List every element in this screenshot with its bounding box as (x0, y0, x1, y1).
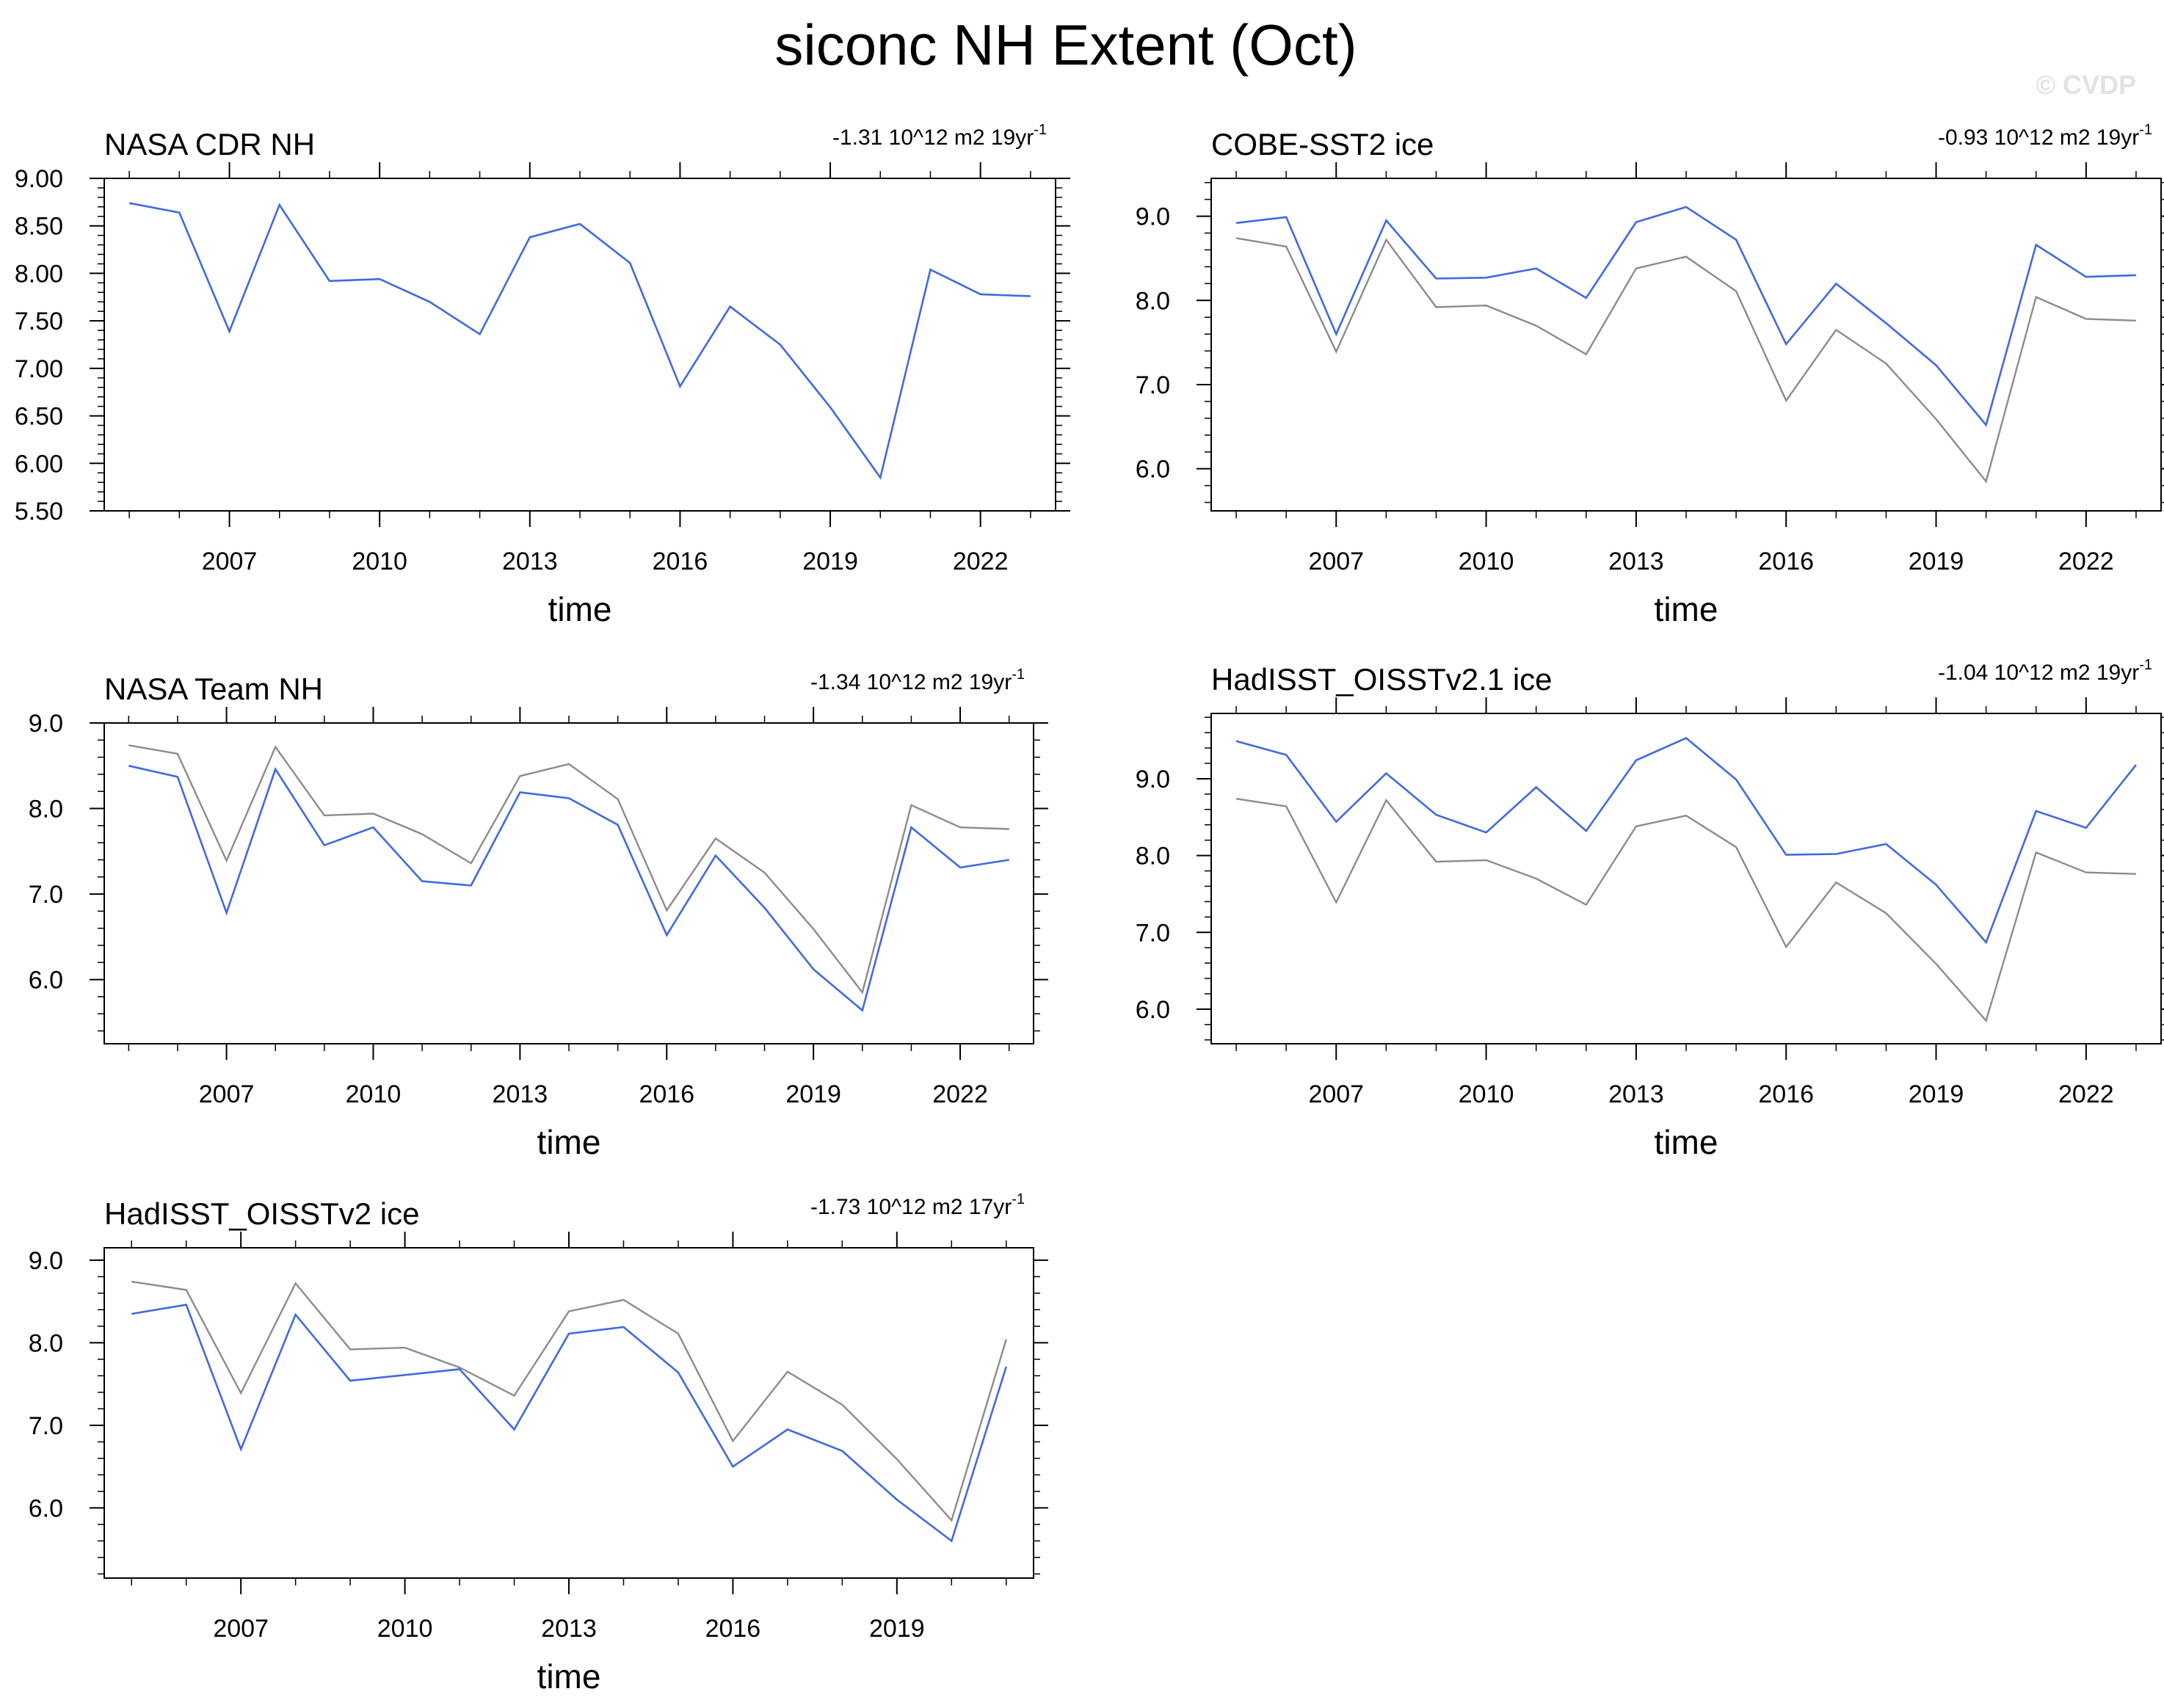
y-tick-label: 8.0 (1136, 843, 1170, 871)
watermark: © CVDP (2036, 70, 2136, 100)
y-tick-label: 8.0 (29, 1329, 63, 1357)
y-tick-label: 6.0 (1136, 456, 1170, 484)
x-tick-label: 2019 (1909, 548, 1964, 575)
trend-label: -1.34 10^12 m2 19yr-1 (810, 666, 1025, 694)
panel-title: NASA CDR NH (104, 127, 315, 161)
y-tick-label: 7.00 (15, 355, 63, 383)
x-axis-label: time (537, 1123, 601, 1161)
panel-title: HadISST_OISSTv2.1 ice (1211, 662, 1553, 697)
trend-exponent: -1 (2139, 122, 2152, 138)
y-tick-label: 9.0 (1136, 766, 1170, 793)
trend-text: -1.73 10^12 m2 17yr (810, 1195, 1012, 1219)
x-tick-label: 2022 (953, 548, 1009, 575)
x-tick-label: 2010 (1459, 548, 1514, 575)
x-axis-label: time (1655, 1123, 1718, 1161)
x-tick-label: 2013 (541, 1615, 597, 1643)
x-tick-label: 2019 (1909, 1080, 1964, 1108)
x-tick-label: 2022 (2058, 548, 2114, 575)
y-tick-label: 9.0 (29, 710, 63, 738)
x-tick-label: 2010 (1459, 1080, 1514, 1108)
x-axis-label: time (1655, 590, 1718, 628)
x-tick-label: 2007 (1308, 1080, 1364, 1108)
trend-label: -1.73 10^12 m2 17yr-1 (810, 1191, 1025, 1219)
x-tick-label: 2019 (785, 1080, 841, 1108)
trend-exponent: -1 (1034, 122, 1047, 138)
trend-exponent: -1 (2139, 657, 2152, 673)
y-tick-label: 7.50 (15, 308, 63, 335)
x-tick-label: 2010 (346, 1080, 402, 1108)
trend-text: -0.93 10^12 m2 19yr (1938, 126, 2139, 150)
y-tick-label: 8.50 (15, 213, 63, 241)
trend-label: -1.04 10^12 m2 19yr-1 (1938, 657, 2152, 685)
x-tick-label: 2016 (653, 548, 708, 575)
x-tick-label: 2019 (802, 548, 858, 575)
observed-series-line (1235, 736, 2137, 945)
x-tick-label: 2010 (377, 1615, 433, 1643)
y-tick-label: 7.0 (29, 881, 63, 909)
reference-series-line (1235, 237, 2136, 484)
chart-panel: HadISST_OISSTv2 ice -1.73 10^12 m2 17yr-1… (29, 1191, 1048, 1696)
trend-text: -1.04 10^12 m2 19yr (1938, 661, 2139, 685)
x-tick-label: 2022 (932, 1080, 988, 1108)
x-tick-label: 2013 (1608, 548, 1664, 575)
x-tick-label: 2007 (1308, 548, 1364, 575)
y-tick-label: 9.0 (29, 1247, 63, 1275)
plot-frame (1210, 178, 2162, 512)
x-tick-label: 2016 (705, 1615, 761, 1643)
x-tick-label: 2013 (502, 548, 558, 575)
y-tick-label: 6.50 (15, 403, 63, 431)
y-tick-label: 9.0 (1136, 203, 1170, 231)
trend-exponent: -1 (1012, 1191, 1025, 1207)
trend-text: -1.31 10^12 m2 19yr (832, 126, 1034, 150)
trend-exponent: -1 (1012, 666, 1025, 683)
y-tick-label: 8.0 (29, 796, 63, 824)
plot-frame (104, 722, 1034, 1044)
y-tick-label: 9.00 (15, 165, 63, 193)
y-tick-label: 7.0 (29, 1412, 63, 1440)
reference-series-line (131, 1280, 1007, 1522)
reference-series-line (1235, 798, 2136, 1023)
x-tick-label: 2010 (352, 548, 407, 575)
chart-panel: COBE-SST2 ice -0.93 10^12 m2 19yr-1 6.0 7.0… (1136, 122, 2164, 628)
x-tick-label: 2007 (213, 1615, 269, 1643)
figure-title: siconc NH Extent (Oct) (774, 12, 1357, 77)
x-tick-label: 2013 (493, 1080, 548, 1108)
trend-label: -0.93 10^12 m2 19yr-1 (1938, 122, 2152, 150)
observed-series-line (128, 202, 1031, 480)
x-tick-label: 2007 (199, 1080, 255, 1108)
x-tick-label: 2013 (1608, 1080, 1664, 1108)
x-tick-label: 2022 (2058, 1080, 2114, 1108)
plot-frame (104, 1247, 1034, 1579)
x-axis-label: time (548, 590, 612, 628)
y-tick-label: 6.0 (29, 1494, 63, 1522)
x-tick-label: 2007 (202, 548, 258, 575)
observed-series-line (131, 1304, 1008, 1543)
y-tick-label: 8.00 (15, 260, 63, 288)
chart-panel: HadISST_OISSTv2.1 ice -1.04 10^12 m2 19yr… (1136, 657, 2164, 1161)
observed-series-line (128, 765, 1009, 1012)
panel-title: NASA Team NH (104, 672, 323, 706)
observed-series-line (1235, 206, 2136, 427)
chart-panel: NASA Team NH -1.34 10^12 m2 19yr-1 6.0 7.0 8… (29, 666, 1048, 1161)
x-tick-label: 2016 (1758, 548, 1814, 575)
y-tick-label: 6.00 (15, 450, 63, 478)
chart-panel: NASA CDR NH -1.31 10^12 m2 19yr-1 5.50 6.00… (15, 122, 1070, 628)
x-tick-label: 2016 (639, 1080, 694, 1108)
y-tick-label: 6.0 (29, 967, 63, 995)
trend-label: -1.31 10^12 m2 19yr-1 (832, 122, 1047, 150)
panel-title: COBE-SST2 ice (1211, 127, 1434, 161)
y-tick-label: 7.0 (1136, 371, 1170, 399)
y-tick-label: 6.0 (1136, 996, 1170, 1024)
x-tick-label: 2016 (1758, 1080, 1814, 1108)
reference-series-line (128, 744, 1009, 995)
x-axis-label: time (537, 1657, 601, 1696)
plot-frame (1210, 713, 2162, 1044)
y-tick-label: 7.0 (1136, 919, 1170, 947)
y-tick-label: 5.50 (15, 498, 63, 526)
y-tick-label: 8.0 (1136, 287, 1170, 315)
trend-text: -1.34 10^12 m2 19yr (810, 670, 1012, 694)
x-tick-label: 2019 (869, 1615, 925, 1643)
panel-title: HadISST_OISSTv2 ice (104, 1196, 420, 1231)
